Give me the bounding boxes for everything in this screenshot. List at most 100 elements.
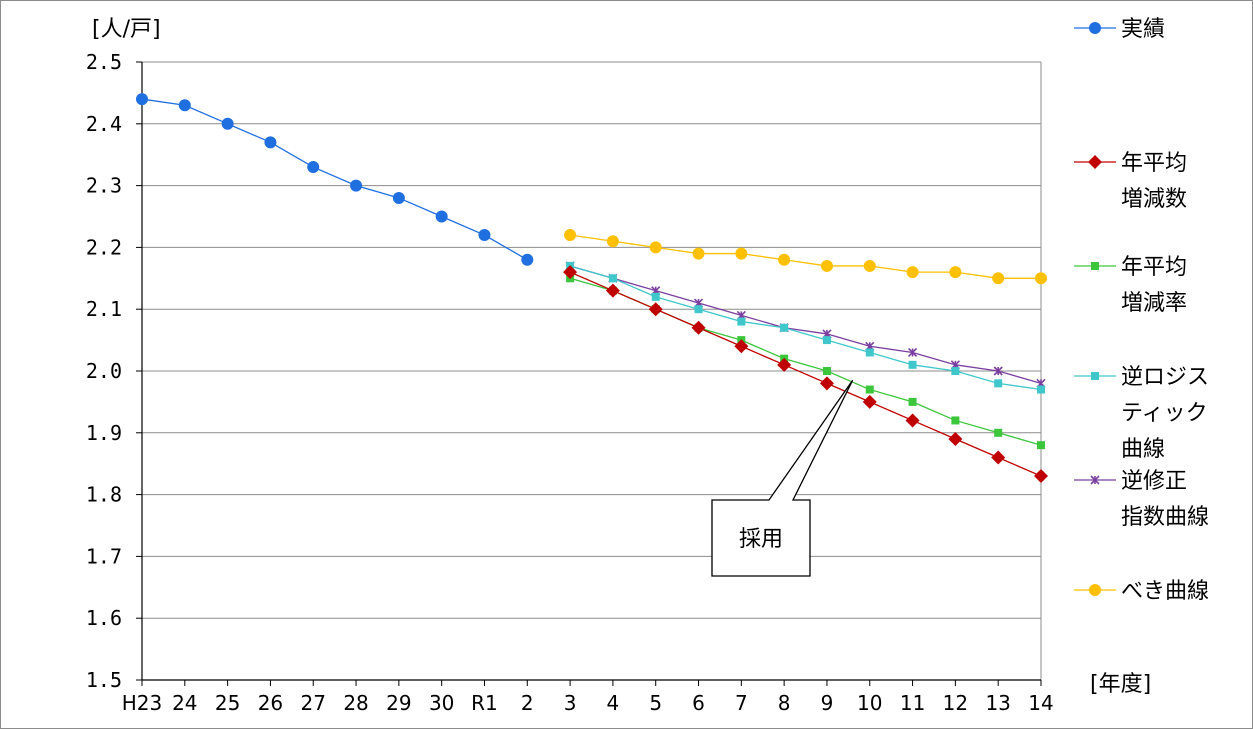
data-point [350, 179, 363, 192]
legend-marker [1091, 372, 1099, 380]
series-2 [566, 274, 1045, 450]
data-point [221, 117, 234, 130]
data-point [862, 394, 877, 409]
data-point [908, 347, 918, 358]
legend-label: ティック [1121, 401, 1208, 426]
series-4 [565, 261, 1046, 388]
legend-marker [1090, 475, 1100, 485]
data-point [951, 416, 960, 425]
data-point [908, 397, 917, 406]
data-point [521, 253, 534, 266]
x-tick-label: 29 [386, 691, 411, 715]
data-point [1037, 385, 1045, 394]
data-point [563, 265, 578, 280]
data-point [734, 339, 749, 354]
x-tick-label: 30 [429, 691, 454, 715]
callout-annotation: 採用 [711, 379, 854, 577]
y-tick-label: 2.5 [86, 50, 122, 74]
x-tick-label: 5 [649, 691, 662, 715]
x-tick-label: 7 [735, 691, 748, 715]
data-point [651, 292, 660, 301]
legend-label: べき曲線 [1121, 579, 1209, 604]
data-point [908, 360, 917, 369]
data-point [606, 235, 619, 248]
data-point [865, 348, 874, 357]
data-point [735, 247, 748, 260]
x-tick-label: 8 [778, 691, 791, 715]
data-point [694, 305, 703, 314]
data-point [136, 93, 148, 106]
x-tick-label: 3 [564, 691, 577, 715]
legend-marker [1089, 22, 1101, 34]
data-point [264, 136, 277, 149]
data-point [863, 259, 876, 272]
x-tick-label: 10 [857, 691, 882, 715]
data-point [608, 274, 617, 283]
x-tick-label: 28 [343, 691, 368, 715]
series-line [570, 234, 1041, 279]
data-point [307, 161, 320, 174]
data-point [692, 247, 705, 260]
y-tick-label: 2.0 [86, 359, 122, 383]
legend-label: 逆修正 [1121, 469, 1187, 494]
y-tick-label: 2.1 [86, 297, 122, 321]
x-tick-label: 9 [821, 691, 834, 715]
data-point [392, 191, 405, 204]
legend-item-0: 実績 [1074, 17, 1165, 42]
legend-label: 増減数 [1121, 187, 1187, 212]
x-tick-label: 26 [258, 691, 283, 715]
data-point [948, 431, 963, 446]
x-tick-label: 11 [900, 691, 925, 715]
y-tick-label: 1.9 [86, 421, 122, 445]
series-5 [564, 229, 1047, 285]
legend-marker [1089, 584, 1101, 596]
callout-box [711, 379, 854, 577]
data-point [564, 229, 577, 242]
data-point [691, 320, 706, 335]
x-tick-label: 13 [985, 691, 1010, 715]
x-tick-label: R1 [471, 691, 498, 715]
x-tick-label: 6 [692, 691, 705, 715]
y-tick-label: 1.5 [86, 668, 122, 692]
data-point [949, 266, 962, 279]
data-point [906, 266, 919, 279]
y-tick-label: 2.4 [86, 112, 122, 136]
data-point [778, 253, 791, 266]
data-point [991, 450, 1006, 465]
data-point [478, 229, 491, 242]
data-point [178, 99, 191, 112]
legend-marker [1088, 155, 1102, 169]
x-tick-label: 27 [301, 691, 326, 715]
series-3 [566, 261, 1045, 394]
legend-label: 実績 [1121, 17, 1165, 42]
legend-label: 増減率 [1121, 291, 1187, 316]
y-tick-labels: 2.5 2.4 2.3 2.2 2.1 2.0 1.9 1.8 1.7 1.6 1.5 [86, 50, 122, 692]
series-line [569, 265, 1042, 391]
legend-label: 指数曲線 [1121, 505, 1209, 530]
legend-label: 年平均 [1121, 255, 1187, 280]
data-point [1037, 441, 1045, 450]
data-point [435, 210, 448, 223]
y-tick-label: 1.8 [86, 483, 122, 507]
legend-label: 逆ロジス [1121, 365, 1209, 390]
x-tick-label: 25 [215, 691, 240, 715]
data-point [819, 376, 834, 391]
series-1 [563, 265, 1048, 484]
data-point [1035, 272, 1047, 285]
data-point [648, 302, 663, 317]
data-point [992, 272, 1005, 285]
x-tick-label: 12 [943, 691, 968, 715]
data-point [905, 413, 920, 428]
y-tick-label: 1.7 [86, 544, 122, 568]
series-line [141, 98, 528, 261]
data-point [994, 428, 1003, 437]
data-point [737, 317, 746, 326]
axes [136, 61, 1042, 686]
legend-item-5: べき曲線 [1074, 579, 1209, 604]
x-tick-label: 24 [172, 691, 197, 715]
series-line [569, 271, 1042, 477]
